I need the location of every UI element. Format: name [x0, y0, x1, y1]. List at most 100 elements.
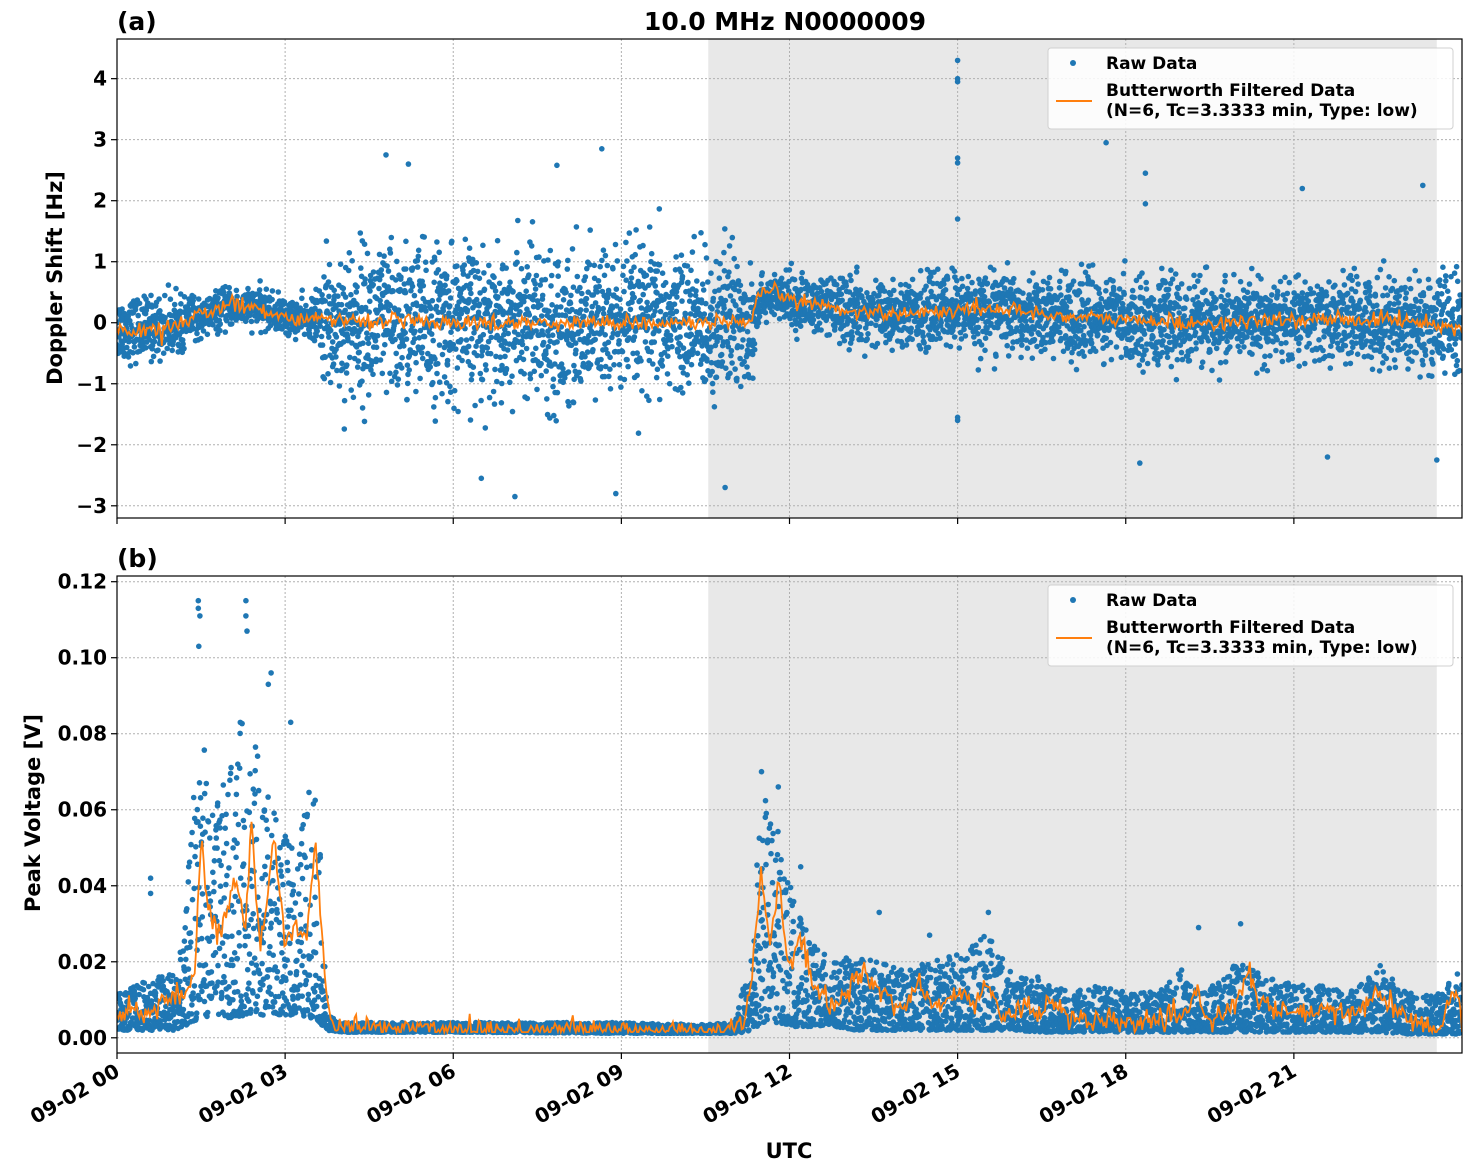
raw-data-point	[1352, 288, 1359, 295]
raw-data-point	[721, 305, 727, 311]
raw-data-point	[1169, 347, 1175, 353]
raw-data-point	[588, 310, 595, 316]
raw-data-point	[1296, 340, 1302, 347]
raw-data-point	[614, 258, 621, 264]
raw-data-point	[340, 285, 347, 292]
raw-data-point	[587, 361, 594, 368]
raw-data-point	[469, 371, 475, 378]
raw-data-point	[1318, 286, 1325, 293]
raw-data-point	[234, 293, 240, 300]
raw-data-point	[503, 265, 510, 271]
raw-data-point	[873, 277, 879, 284]
raw-data-point	[1153, 345, 1159, 352]
raw-data-point	[1218, 293, 1224, 300]
raw-data-point	[413, 359, 419, 366]
raw-data-point	[1050, 338, 1056, 345]
raw-data-point	[204, 331, 211, 338]
raw-data-point	[942, 287, 949, 293]
raw-data-point	[406, 367, 413, 373]
raw-data-point	[982, 347, 988, 354]
raw-data-point	[711, 404, 718, 410]
raw-data-point	[1244, 289, 1251, 296]
raw-data-point	[687, 292, 694, 298]
raw-data-point	[1193, 346, 1199, 352]
raw-data-point	[412, 328, 418, 335]
raw-data-point	[679, 390, 686, 396]
raw-data-point	[401, 343, 407, 349]
raw-data-point	[1297, 335, 1304, 341]
raw-data-point	[631, 294, 637, 301]
raw-data-point	[444, 357, 451, 364]
raw-data-point	[862, 353, 868, 360]
raw-data-point	[550, 383, 556, 390]
raw-data-point	[336, 383, 343, 389]
raw-data-point	[1150, 334, 1156, 340]
raw-data-point	[691, 233, 697, 240]
raw-data-point	[1349, 329, 1356, 335]
raw-data-point	[1089, 262, 1096, 268]
raw-data-point	[917, 346, 924, 352]
raw-data-point	[583, 307, 589, 314]
raw-data-point	[1023, 318, 1029, 324]
raw-data-point	[453, 346, 459, 352]
raw-data-point	[847, 272, 853, 279]
raw-data-point	[1060, 320, 1066, 327]
raw-data-point	[646, 397, 652, 404]
raw-data-point	[570, 284, 577, 291]
raw-data-point	[413, 388, 419, 395]
raw-data-point	[702, 241, 708, 248]
raw-data-point	[376, 285, 382, 292]
raw-data-point	[331, 287, 338, 294]
raw-data-point	[467, 417, 474, 423]
raw-data-point	[521, 371, 527, 377]
raw-data-point	[1063, 268, 1069, 275]
raw-data-point	[962, 333, 969, 339]
raw-data-point	[269, 288, 276, 294]
raw-data-point	[1048, 299, 1055, 306]
raw-data-point	[1347, 360, 1354, 367]
raw-data-point	[343, 370, 350, 376]
raw-data-point	[909, 336, 915, 343]
raw-data-point	[1273, 347, 1279, 354]
raw-data-point	[572, 340, 579, 346]
raw-data-point	[1057, 329, 1063, 336]
raw-data-point	[1278, 325, 1284, 332]
raw-data-point	[385, 268, 392, 274]
raw-data-point	[1284, 290, 1291, 297]
raw-data-point	[1150, 296, 1157, 303]
raw-data-point	[1044, 280, 1051, 287]
raw-data-point	[988, 320, 994, 327]
raw-data-point	[1376, 368, 1383, 374]
raw-data-point	[169, 347, 175, 354]
raw-data-point	[359, 405, 366, 411]
raw-data-point	[299, 287, 306, 294]
raw-data-point	[846, 289, 853, 295]
raw-data-point	[564, 266, 571, 272]
raw-data-point	[549, 302, 555, 308]
raw-data-point	[515, 331, 521, 338]
raw-data-point	[523, 345, 530, 352]
raw-data-point	[607, 366, 613, 373]
raw-data-point	[941, 281, 947, 287]
raw-data-point	[558, 304, 564, 310]
raw-data-point	[722, 226, 728, 232]
raw-data-point	[1031, 336, 1038, 343]
raw-data-point	[639, 388, 645, 394]
raw-data-point	[322, 298, 329, 304]
raw-data-point	[362, 276, 368, 282]
raw-data-point	[365, 340, 372, 347]
raw-data-point	[321, 375, 328, 382]
raw-data-point	[411, 336, 418, 342]
raw-data-point	[536, 254, 542, 260]
raw-data-point	[428, 331, 435, 337]
raw-data-point	[226, 284, 232, 291]
raw-data-point	[1389, 285, 1396, 292]
raw-data-point	[1181, 313, 1187, 319]
raw-data-point	[972, 340, 978, 347]
raw-data-point	[923, 349, 929, 355]
raw-data-point	[173, 285, 179, 292]
raw-data-point	[543, 351, 549, 357]
raw-data-point	[360, 340, 366, 347]
raw-data-point	[993, 353, 999, 360]
raw-data-point	[1379, 341, 1386, 347]
